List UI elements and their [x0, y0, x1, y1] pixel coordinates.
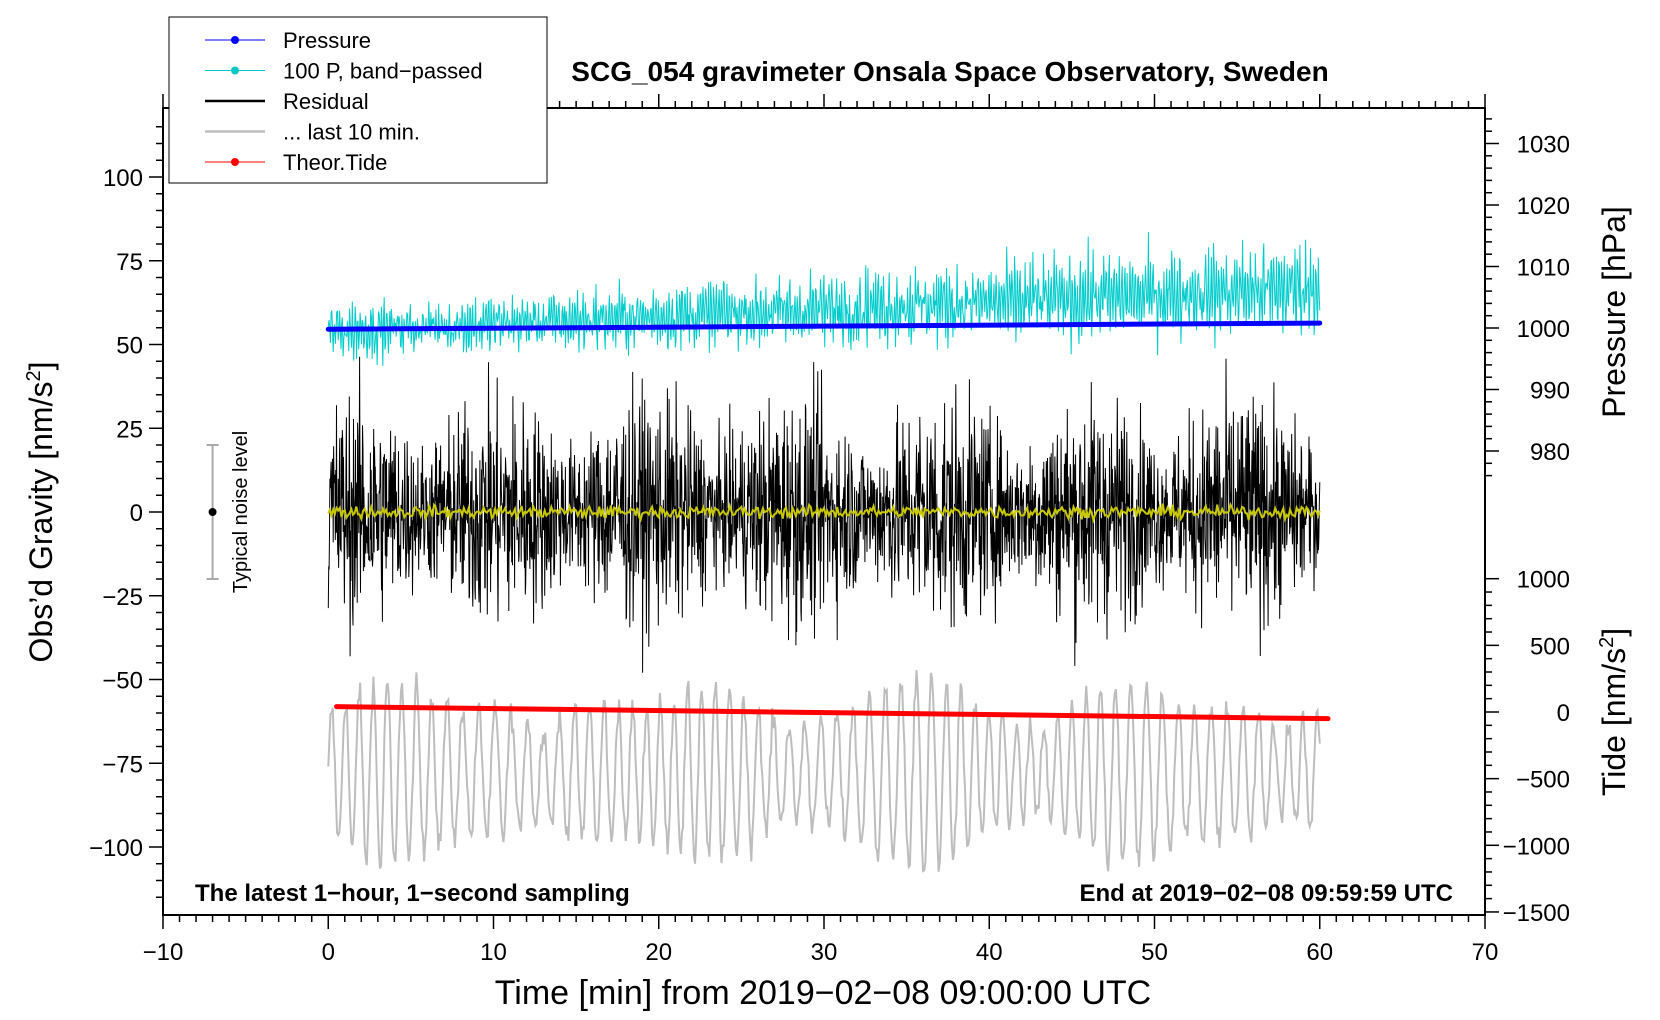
x-tick-label: 20 — [645, 939, 672, 966]
y-axis-label-tide: Tide [nm/s2] — [1596, 628, 1632, 796]
tide-tick-label: −1000 — [1503, 833, 1570, 860]
x-axis-label: Time [min] from 2019−02−08 09:00:00 UTC — [495, 974, 1151, 1012]
noise-level-label: Typical noise level — [230, 431, 252, 593]
y-axis-label-gravity: Obs’d Gravity [nm/s2] — [23, 362, 59, 663]
legend-label: 100 P, band−passed — [283, 59, 483, 84]
last-10-min-line — [327, 670, 1321, 873]
x-tick-label: 40 — [976, 939, 1003, 966]
x-tick-label: 30 — [811, 939, 838, 966]
pressure-tick-label: 1010 — [1517, 255, 1570, 282]
x-tick-label: 50 — [1141, 939, 1168, 966]
x-tick-label: 10 — [480, 939, 507, 966]
tide-tick-label: −500 — [1516, 767, 1570, 794]
annotation-sampling: The latest 1−hour, 1−second sampling — [195, 880, 630, 907]
pressure-tick-label: 980 — [1530, 439, 1570, 466]
pressure-tick-label: 990 — [1530, 378, 1570, 405]
legend-label: Theor.Tide — [283, 150, 387, 175]
tide-line — [334, 704, 1331, 722]
noise-level-indicator — [206, 444, 219, 580]
residual-smoothed-line — [327, 501, 1321, 524]
series-residual-smoothed — [327, 501, 1321, 524]
y-axis-label-tide-text: Tide [nm/s — [1596, 648, 1632, 796]
y-tick-label: −50 — [102, 668, 143, 695]
legend-marker — [231, 66, 239, 75]
tide-tick-label: 1000 — [1517, 567, 1570, 594]
pressure-tick-label: 1020 — [1517, 193, 1570, 220]
pressure-tick-label: 1000 — [1517, 316, 1570, 343]
x-tick-label: 0 — [322, 939, 335, 966]
y-tick-label: −75 — [102, 751, 143, 778]
y-tick-label: −25 — [102, 584, 143, 611]
tide-tick-label: 0 — [1557, 700, 1570, 727]
legend: Pressure 100 P, band−passed Residual ... la… — [168, 16, 548, 184]
legend-label: ... last 10 min. — [283, 120, 420, 145]
chart-title: SCG_054 gravimeter Onsala Space Observat… — [571, 56, 1328, 87]
x-axis-ticks: −10 0 10 20 30 40 50 60 70 — [143, 94, 1499, 966]
y-tick-label: 75 — [116, 249, 143, 276]
y-axis-label-pressure: Pressure [hPa] — [1596, 206, 1632, 418]
annotation-end-time: End at 2019−02−08 09:59:59 UTC — [1079, 880, 1453, 907]
y-tick-label: 25 — [116, 416, 143, 443]
series-theoretical-tide — [334, 704, 1331, 722]
legend-marker — [231, 36, 239, 44]
y-axis-label-gravity-end: ] — [23, 362, 59, 371]
y-tick-label: 50 — [116, 333, 143, 360]
y-axis-label-tide-end: ] — [1596, 628, 1632, 637]
tide-tick-label: 500 — [1530, 633, 1570, 660]
x-tick-label: −10 — [143, 939, 184, 966]
legend-label: Residual — [283, 89, 369, 114]
series-band-passed-pressure — [327, 231, 1321, 366]
tide-axis-ticks: 1000 500 0 −500 −1000 −1500 — [1485, 567, 1570, 927]
residual-line — [327, 356, 1321, 673]
pressure-line — [325, 320, 1323, 332]
pressure-tick-label: 1030 — [1517, 132, 1570, 159]
y-axis-label-gravity-sup: 2 — [23, 370, 45, 381]
series-last-10-min — [327, 670, 1321, 873]
y-axis-label-gravity-text: Obs’d Gravity [nm/s — [23, 382, 59, 663]
x-tick-label: 70 — [1472, 939, 1499, 966]
band-passed-line — [327, 231, 1321, 366]
y-axis-label-tide-sup: 2 — [1596, 637, 1618, 648]
x-tick-label: 60 — [1306, 939, 1333, 966]
noise-bar-center-dot — [208, 508, 217, 516]
pressure-axis-ticks: 1030 1020 1010 1000 990 980 — [1485, 118, 1570, 477]
y-tick-label: −100 — [89, 835, 143, 862]
y-tick-label: 0 — [130, 500, 143, 527]
legend-marker — [231, 158, 239, 166]
y-axis-ticks: 100 75 50 25 0 −25 −50 −75 −100 — [89, 126, 163, 898]
series-residual — [327, 356, 1321, 673]
legend-label: Pressure — [283, 28, 371, 53]
series-pressure — [325, 320, 1323, 332]
tide-tick-label: −1500 — [1503, 900, 1570, 927]
y-tick-label: 100 — [103, 165, 143, 192]
